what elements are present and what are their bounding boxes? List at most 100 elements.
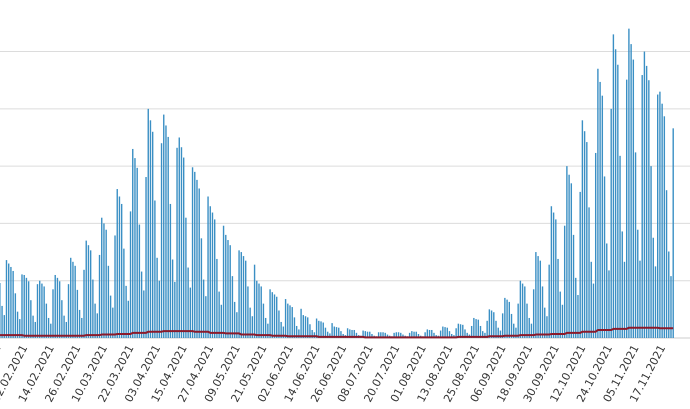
bar <box>648 80 650 338</box>
bar <box>572 234 575 338</box>
bar <box>107 265 110 338</box>
bar <box>333 326 336 338</box>
bar <box>315 318 318 338</box>
bar <box>331 323 333 338</box>
bar <box>597 68 599 339</box>
bar <box>101 217 103 338</box>
bar <box>176 147 178 338</box>
bar <box>459 324 462 338</box>
bar <box>21 274 23 338</box>
bar <box>424 332 426 338</box>
bar <box>47 317 50 338</box>
bar <box>524 286 526 338</box>
bar <box>645 65 648 339</box>
bar <box>548 264 550 338</box>
bar <box>149 120 152 338</box>
bar <box>601 95 604 338</box>
bar <box>58 281 61 338</box>
bar <box>490 310 493 338</box>
bar <box>276 296 278 338</box>
bar <box>304 316 307 338</box>
bar <box>369 331 371 338</box>
bar <box>249 307 251 338</box>
bar <box>599 81 601 339</box>
bar <box>568 174 570 338</box>
bar <box>147 108 149 338</box>
bar <box>43 286 45 338</box>
bar <box>654 266 657 338</box>
bar <box>202 279 205 338</box>
bar <box>362 330 364 338</box>
bar <box>322 322 324 338</box>
bar <box>634 152 637 338</box>
bar <box>541 286 544 338</box>
bar <box>72 261 74 338</box>
bar <box>96 313 99 338</box>
bar <box>617 64 619 338</box>
bar <box>267 323 269 338</box>
bar <box>665 190 668 338</box>
bar <box>557 258 559 338</box>
bar <box>590 261 592 338</box>
bar <box>625 79 628 339</box>
bar <box>442 326 444 338</box>
bar <box>397 332 400 338</box>
bar <box>663 116 666 338</box>
bar <box>586 142 588 338</box>
bar <box>628 28 630 338</box>
bar <box>134 158 136 338</box>
bar <box>112 307 114 338</box>
bar <box>302 315 304 338</box>
bar <box>293 317 296 338</box>
bar <box>233 301 236 338</box>
bar <box>566 166 568 338</box>
bar <box>508 301 510 338</box>
bar <box>129 211 132 338</box>
bar <box>287 303 289 338</box>
bar <box>493 312 495 338</box>
bar <box>229 245 231 338</box>
bar <box>298 329 300 338</box>
bar <box>222 225 225 338</box>
bar <box>19 319 21 338</box>
bar <box>592 283 595 338</box>
bar <box>295 325 298 338</box>
bar <box>661 103 663 338</box>
bar <box>70 257 72 338</box>
bar <box>154 200 156 338</box>
bar <box>56 277 59 338</box>
bar <box>335 327 338 338</box>
bar <box>3 315 5 338</box>
bar <box>464 329 466 338</box>
bar <box>393 332 395 338</box>
bar <box>668 251 670 338</box>
bar <box>515 327 517 338</box>
bar <box>550 206 553 338</box>
bar <box>477 319 479 338</box>
bar <box>326 331 329 338</box>
bar <box>89 250 92 338</box>
bar <box>446 327 448 338</box>
bar <box>457 323 460 338</box>
bar <box>187 267 189 338</box>
bar <box>120 203 123 338</box>
bar <box>105 229 107 338</box>
bar <box>34 321 36 338</box>
bar <box>588 207 590 338</box>
bar <box>167 136 169 338</box>
bar <box>227 240 229 338</box>
bar <box>555 219 557 338</box>
bar <box>355 332 358 338</box>
bar <box>641 75 643 338</box>
bar <box>552 212 555 338</box>
bar <box>92 279 94 338</box>
bar <box>630 44 632 338</box>
bar <box>289 305 291 338</box>
bar <box>163 114 165 339</box>
bar <box>451 333 453 338</box>
bar <box>273 294 276 338</box>
bar <box>501 313 504 338</box>
bar <box>346 328 349 338</box>
bar <box>103 223 105 338</box>
bar <box>258 283 260 338</box>
